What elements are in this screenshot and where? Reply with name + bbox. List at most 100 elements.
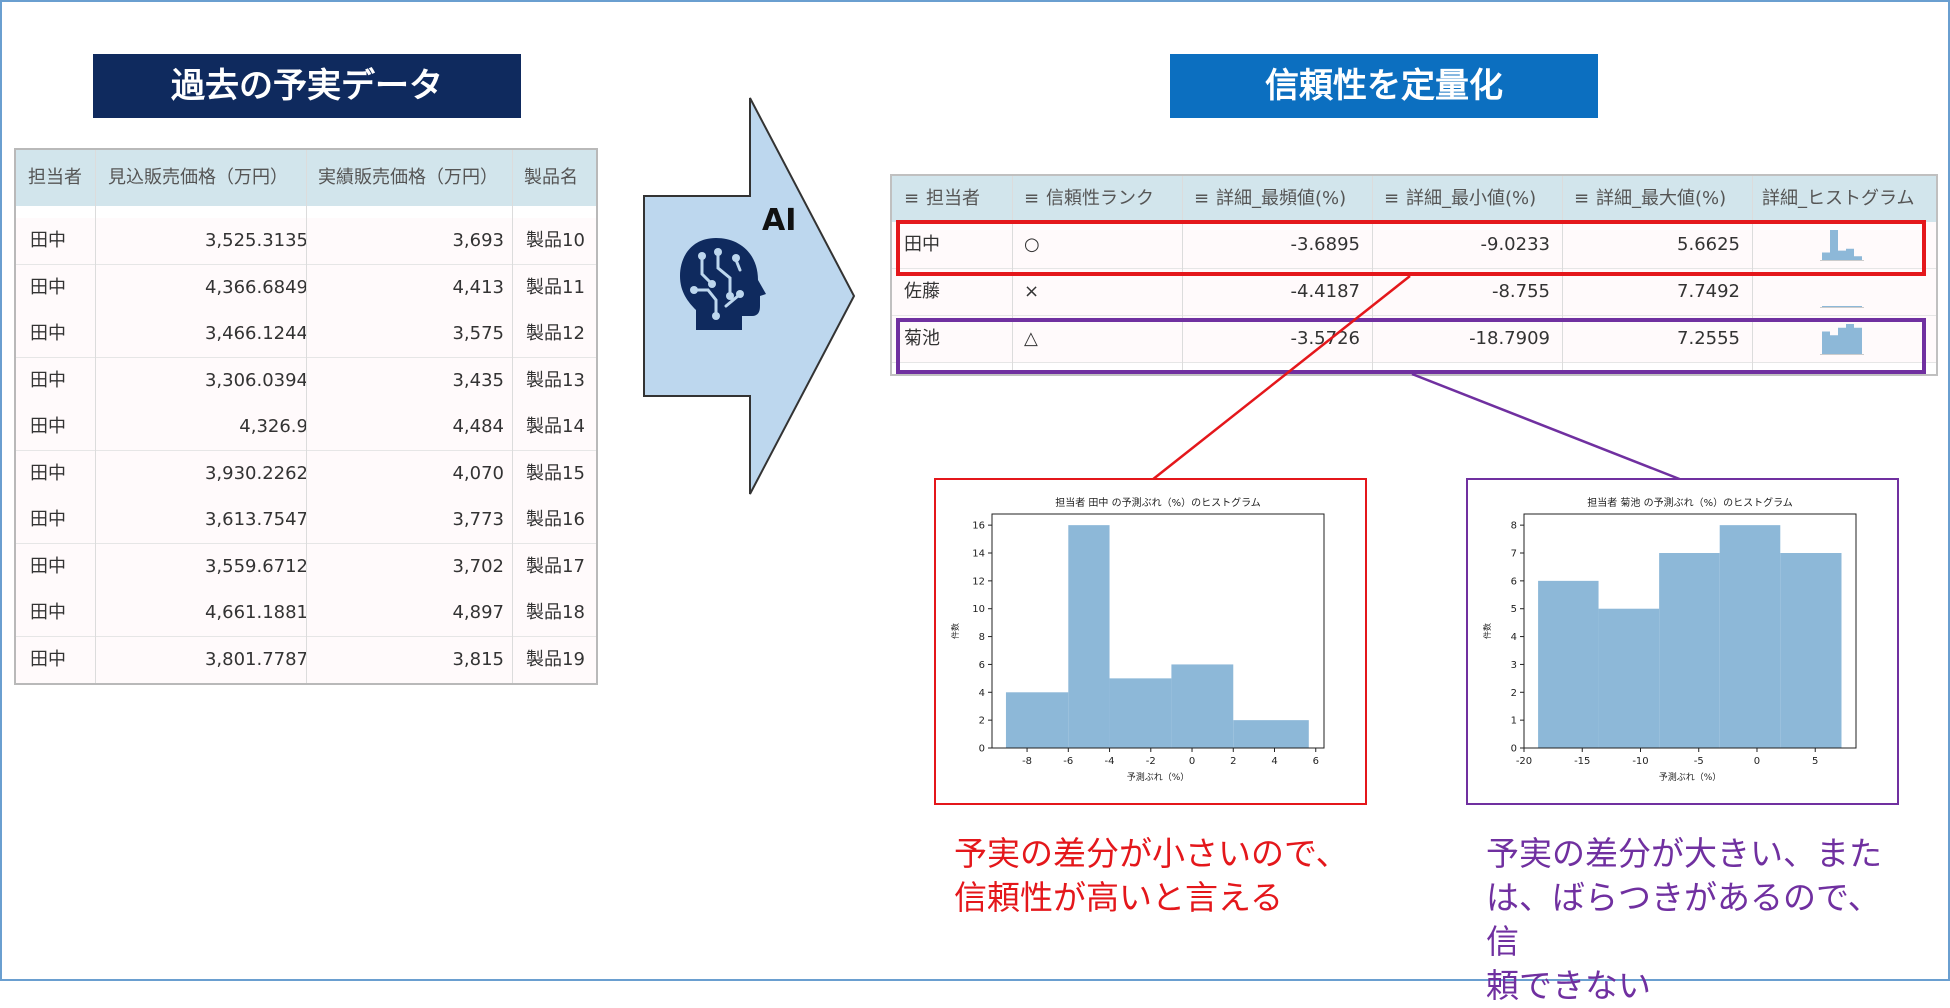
x-axis-label: 予測ぶれ（%） bbox=[1659, 771, 1722, 783]
owner-cell: 佐藤 bbox=[904, 281, 940, 302]
mini-histogram-bar bbox=[1822, 306, 1830, 307]
product-name-cell: 製品11 bbox=[526, 276, 585, 298]
actual-price-cell: 3,693 bbox=[452, 230, 504, 251]
table-row[interactable]: 田中 ○ -3.6895 -9.0233 5.6625 bbox=[892, 222, 1936, 269]
red-connector-line bbox=[1151, 275, 1411, 481]
max-cell: 7.7492 bbox=[1677, 281, 1740, 302]
x-tick-label: 2 bbox=[1230, 756, 1236, 767]
mini-histogram-bar bbox=[1846, 248, 1854, 260]
histogram-bar bbox=[1233, 720, 1309, 748]
sort-icon: ≡ bbox=[904, 188, 920, 209]
mode-cell: -4.4187 bbox=[1290, 281, 1360, 302]
header-actual-price[interactable]: 実績販売価格（万円） bbox=[318, 167, 498, 188]
y-tick-label: 7 bbox=[1511, 549, 1517, 560]
histogram-bar bbox=[1538, 580, 1599, 748]
product-name-cell: 製品17 bbox=[526, 555, 585, 577]
caption-line: 信頼性が高いと言える bbox=[954, 878, 1284, 917]
header-owner[interactable]: 担当者 bbox=[28, 167, 82, 188]
y-tick-label: 4 bbox=[979, 688, 985, 699]
owner-cell: 田中 bbox=[30, 462, 66, 484]
x-tick-label: 6 bbox=[1313, 756, 1319, 767]
mini-histogram bbox=[1820, 306, 1864, 308]
slide-frame bbox=[0, 0, 1950, 981]
y-tick-label: 0 bbox=[979, 744, 985, 755]
header-label: 詳細_最大値(%) bbox=[1596, 188, 1727, 209]
y-tick-label: 6 bbox=[1511, 576, 1517, 587]
mini-histogram-bar bbox=[1854, 256, 1862, 260]
mini-histogram-bar bbox=[1838, 327, 1846, 354]
owner-cell: 田中 bbox=[30, 276, 66, 298]
header-histogram[interactable]: 詳細_ヒストグラム bbox=[1762, 188, 1915, 209]
actual-price-cell: 4,070 bbox=[452, 462, 504, 484]
y-tick-label: 1 bbox=[1511, 716, 1517, 727]
y-axis-label: 件数 bbox=[1482, 623, 1492, 639]
header-mode[interactable]: ≡ 詳細_最頻値(%) bbox=[1182, 176, 1372, 222]
y-tick-label: 8 bbox=[979, 632, 985, 643]
sort-icon: ≡ bbox=[1384, 188, 1400, 209]
rank-cell: × bbox=[1024, 281, 1040, 302]
caption-line: 頼できない bbox=[1486, 966, 1651, 1005]
quantify-reliability-title: 信頼性を定量化 bbox=[1170, 54, 1598, 118]
max-cell: 7.2555 bbox=[1677, 328, 1740, 349]
rank-cell: △ bbox=[1024, 328, 1038, 349]
forecast-price-cell: 3,306.0394 bbox=[204, 369, 308, 391]
plot-frame bbox=[991, 513, 1325, 749]
header-min[interactable]: ≡ 詳細_最小値(%) bbox=[1372, 176, 1562, 222]
header-label: 信頼性ランク bbox=[1046, 188, 1154, 209]
header-max[interactable]: ≡ 詳細_最大値(%) bbox=[1562, 176, 1752, 222]
y-tick-label: 4 bbox=[1511, 632, 1517, 643]
highlight-kikuchi-row bbox=[896, 318, 1926, 374]
x-tick-label: -4 bbox=[1105, 756, 1115, 767]
table-row[interactable]: 佐藤 × -4.4187 -8.755 7.7492 bbox=[892, 269, 1936, 316]
forecast-price-cell: 3,930.2262 bbox=[204, 462, 308, 484]
kikuchi-histogram-box: 担当者 菊池 の予測ぶれ（%）のヒストグラム -20 -15 -10 -5 0 5 0 1 2 3 4… bbox=[1466, 478, 1899, 805]
purple-connector-line bbox=[1411, 372, 1683, 482]
owner-cell: 田中 bbox=[30, 509, 66, 530]
owner-cell: 田中 bbox=[30, 602, 66, 623]
actual-price-cell: 4,413 bbox=[452, 276, 504, 298]
x-tick-label: -10 bbox=[1632, 756, 1648, 767]
actual-price-cell: 3,815 bbox=[452, 648, 504, 670]
mini-histogram-bar bbox=[1854, 306, 1862, 307]
header-product-name[interactable]: 製品名 bbox=[524, 167, 578, 188]
kikuchi-histogram-chart: 担当者 菊池 の予測ぶれ（%）のヒストグラム -20 -15 -10 -5 0 5 0 1 2 3 4… bbox=[1482, 496, 1857, 783]
x-tick-label: -15 bbox=[1574, 756, 1590, 767]
sort-icon: ≡ bbox=[1574, 188, 1590, 209]
histogram-title: 担当者 田中 の予測ぶれ（%）のヒストグラム bbox=[1055, 496, 1261, 509]
owner-cell: 田中 bbox=[30, 555, 66, 577]
header-rank[interactable]: ≡ 信頼性ランク bbox=[1012, 176, 1182, 222]
product-name-cell: 製品13 bbox=[526, 369, 585, 391]
header-label: 詳細_最小値(%) bbox=[1406, 188, 1537, 209]
header-forecast-price[interactable]: 見込販売価格（万円） bbox=[108, 167, 288, 188]
highlight-tanaka-row bbox=[896, 220, 1926, 276]
x-tick-label: -6 bbox=[1063, 756, 1073, 767]
min-cell: -8.755 bbox=[1491, 281, 1550, 302]
mini-histogram-bar bbox=[1830, 306, 1838, 307]
table-row[interactable]: 菊池 △ -3.5726 -18.7909 7.2555 bbox=[892, 316, 1936, 363]
owner-cell: 田中 bbox=[30, 416, 66, 437]
tanaka-histogram-box: 担当者 田中 の予測ぶれ（%）のヒストグラム -8 -6 -4 -2 0 2 4 6 0 2 4 6 8 1… bbox=[934, 478, 1367, 805]
product-name-cell: 製品16 bbox=[526, 509, 585, 530]
kikuchi-caption: 予実の差分が大きい、また は、ばらつきがあるので、信 頼できない bbox=[1486, 832, 1886, 1008]
histogram-bar bbox=[1719, 525, 1781, 748]
sort-icon: ≡ bbox=[1194, 188, 1210, 209]
past-forecast-table: 田中 4,088.0713 4,084 製品9 担当者 見込販売価格（万円） 実… bbox=[14, 148, 598, 685]
forecast-price-cell: 3,525.3135 bbox=[204, 230, 308, 251]
x-tick-label: -8 bbox=[1022, 756, 1032, 767]
y-tick-label: 3 bbox=[1511, 660, 1517, 671]
y-tick-label: 14 bbox=[972, 549, 985, 560]
x-tick-label: 0 bbox=[1189, 756, 1195, 767]
tanaka-caption: 予実の差分が小さいので、 信頼性が高いと言える bbox=[954, 832, 1374, 920]
actual-price-cell: 3,435 bbox=[452, 369, 504, 391]
product-name-cell: 製品12 bbox=[526, 323, 585, 344]
mode-cell: -3.6895 bbox=[1290, 234, 1360, 255]
actual-price-cell: 3,773 bbox=[452, 509, 504, 530]
x-axis-label: 予測ぶれ（%） bbox=[1127, 771, 1190, 783]
caption-line: は、ばらつきがあるので、信 bbox=[1486, 878, 1881, 961]
y-tick-label: 2 bbox=[979, 716, 985, 727]
header-owner[interactable]: ≡ 担当者 bbox=[892, 176, 1012, 222]
mini-histogram-bar bbox=[1830, 335, 1838, 354]
mini-histogram-bar bbox=[1830, 230, 1838, 260]
x-tick-label: -2 bbox=[1146, 756, 1156, 767]
header-label: 担当者 bbox=[926, 188, 980, 209]
